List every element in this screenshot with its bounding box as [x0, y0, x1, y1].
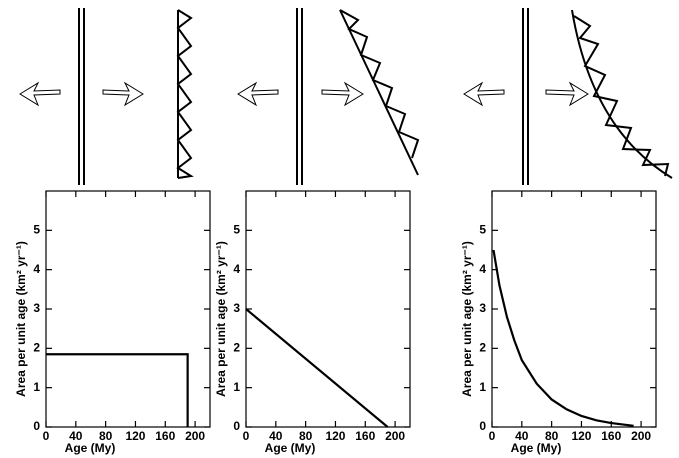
x-axis-label: Age (My): [511, 441, 562, 455]
y-tick-label: 3: [33, 301, 40, 315]
y-tick-label: 0: [479, 419, 486, 433]
arrow-left: [19, 81, 61, 107]
x-tick-label: 40: [515, 429, 529, 443]
x-tick-label: 200: [185, 429, 205, 443]
trench-teeth: [176, 9, 194, 179]
data-line: [492, 249, 634, 427]
y-tick-label: 3: [479, 301, 486, 315]
arrow-left: [463, 81, 505, 107]
x-tick-label: 0: [43, 429, 50, 443]
arrow-right: [321, 81, 364, 107]
x-tick-label: 200: [631, 429, 651, 443]
trench-teeth: [339, 9, 420, 159]
trench-teeth: [573, 15, 670, 177]
y-tick-label: 0: [233, 419, 240, 433]
y-tick-label: 5: [233, 223, 240, 237]
x-tick-label: 80: [99, 429, 113, 443]
y-tick-label: 2: [233, 341, 240, 355]
arrow-right: [545, 81, 589, 107]
y-tick-label: 0: [33, 419, 40, 433]
data-line: [46, 353, 189, 427]
plot-frame: [491, 190, 657, 428]
y-axis-label: Area per unit age (km² yr⁻¹): [214, 241, 228, 397]
x-tick-label: 160: [355, 429, 375, 443]
x-tick-label: 160: [155, 429, 175, 443]
diagrams: [19, 8, 673, 185]
y-tick-label: 2: [479, 341, 486, 355]
x-tick-label: 80: [545, 429, 559, 443]
x-tick-label: 120: [125, 429, 145, 443]
x-tick-label: 0: [243, 429, 250, 443]
x-tick-label: 200: [385, 429, 405, 443]
plot-frame: [245, 190, 411, 428]
y-tick-label: 3: [233, 301, 240, 315]
x-tick-label: 120: [571, 429, 591, 443]
y-tick-label: 4: [233, 262, 240, 276]
x-axis-label: Age (My): [265, 441, 316, 455]
y-tick-label: 1: [233, 380, 240, 394]
data-line: [245, 308, 389, 428]
trench: [339, 9, 419, 176]
y-tick-label: 5: [479, 223, 486, 237]
x-tick-label: 40: [269, 429, 283, 443]
x-tick-label: 160: [601, 429, 621, 443]
x-tick-label: 0: [489, 429, 496, 443]
x-tick-label: 120: [325, 429, 345, 443]
x-axis-label: Age (My): [65, 441, 116, 455]
y-tick-label: 1: [33, 380, 40, 394]
y-axis-label: Area per unit age (km² yr⁻¹): [14, 241, 28, 397]
y-tick-label: 5: [33, 223, 40, 237]
plot-frame: [45, 190, 211, 428]
arrow-right: [102, 81, 144, 107]
x-tick-label: 40: [69, 429, 83, 443]
y-tick-label: 4: [33, 262, 40, 276]
arrow-left: [237, 81, 279, 107]
y-tick-label: 4: [479, 262, 486, 276]
x-tick-label: 80: [299, 429, 313, 443]
y-tick-label: 2: [33, 341, 40, 355]
y-tick-label: 1: [479, 380, 486, 394]
y-axis-label: Area per unit age (km² yr⁻¹): [460, 241, 474, 397]
